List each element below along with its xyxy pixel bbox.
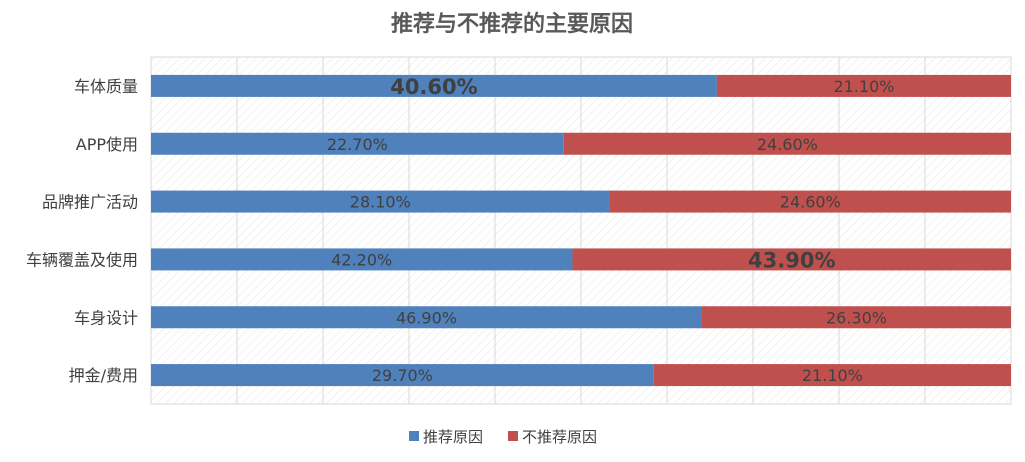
data-label-series-2-6: 21.10% bbox=[802, 366, 863, 385]
data-label-series-1-4: 42.20% bbox=[331, 250, 392, 269]
bar-series-1-3 bbox=[151, 190, 610, 213]
category-label-1: 车体质量 bbox=[74, 77, 138, 96]
data-label-series-1-2: 22.70% bbox=[327, 135, 388, 154]
data-label-series-2-3: 24.60% bbox=[780, 193, 841, 212]
legend-swatch-series-2 bbox=[508, 431, 518, 441]
category-label-6: 押金/费用 bbox=[69, 366, 138, 385]
bar-series-1-4 bbox=[151, 248, 573, 271]
data-label-series-1-1: 40.60% bbox=[390, 75, 477, 99]
chart-title: 推荐与不推荐的主要原因 bbox=[391, 11, 633, 37]
bar-series-2-1 bbox=[716, 74, 1011, 97]
data-label-series-2-2: 24.60% bbox=[757, 135, 818, 154]
data-label-series-2-1: 21.10% bbox=[833, 77, 894, 96]
bar-series-2-4 bbox=[572, 248, 1011, 271]
bar-series-1-1 bbox=[151, 74, 717, 97]
bars-layer: 40.60% 21.10% 22.70% 24.60% 28.10% 24.60% 42.2… bbox=[151, 74, 1011, 387]
bar-series-1-2 bbox=[151, 132, 564, 155]
data-label-series-1-6: 29.70% bbox=[372, 366, 433, 385]
bar-series-2-5 bbox=[702, 306, 1011, 329]
legend-label-series-2: 不推荐原因 bbox=[522, 428, 597, 446]
data-label-series-1-3: 28.10% bbox=[350, 193, 411, 212]
bar-series-2-6 bbox=[653, 364, 1011, 387]
bar-series-2-2 bbox=[563, 132, 1011, 155]
legend-label-series-1: 推荐原因 bbox=[423, 428, 483, 446]
data-label-series-2-5: 26.30% bbox=[826, 308, 887, 327]
category-label-3: 品牌推广活动 bbox=[42, 193, 138, 212]
category-label-4: 车辆覆盖及使用 bbox=[26, 250, 138, 269]
bar-series-1-5 bbox=[151, 306, 703, 329]
data-label-series-1-5: 46.90% bbox=[396, 308, 457, 327]
data-label-series-2-4: 43.90% bbox=[748, 248, 835, 272]
category-label-2: APP使用 bbox=[76, 135, 138, 154]
gridlines bbox=[236, 57, 926, 404]
legend-swatch-series-1 bbox=[409, 431, 419, 441]
legend: 推荐原因 不推荐原因 bbox=[409, 428, 597, 446]
bar-series-2-3 bbox=[609, 190, 1011, 213]
category-label-5: 车身设计 bbox=[74, 308, 138, 327]
bar-series-1-6 bbox=[151, 364, 654, 387]
